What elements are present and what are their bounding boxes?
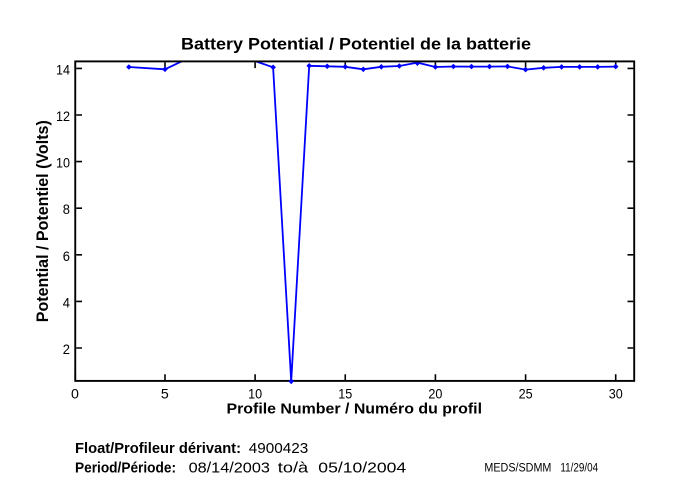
svg-text:20: 20 <box>428 386 442 402</box>
svg-text:12: 12 <box>56 109 70 125</box>
svg-text:Float/Profileur dérivant:49004: Float/Profileur dérivant: 4900423 <box>75 440 308 457</box>
svg-text:30: 30 <box>609 386 623 402</box>
svg-text:Profile Number / Numéro du pro: Profile Number / Numéro du profil <box>227 400 483 417</box>
svg-text:6: 6 <box>63 249 70 265</box>
svg-text:14: 14 <box>56 62 70 78</box>
svg-text:Potential / Potentiel (Volts): Potential / Potentiel (Volts) <box>34 120 52 322</box>
svg-text:10: 10 <box>56 156 70 172</box>
svg-text:15: 15 <box>338 386 352 402</box>
svg-text:8: 8 <box>63 202 70 218</box>
svg-text:5: 5 <box>161 386 169 402</box>
svg-text:0: 0 <box>71 386 79 402</box>
svg-text:25: 25 <box>519 386 533 402</box>
svg-text:Battery Potential / Potentiel: Battery Potential / Potentiel de la batt… <box>181 34 531 53</box>
svg-text:4: 4 <box>63 295 70 311</box>
svg-text:2: 2 <box>63 342 70 358</box>
svg-text:10: 10 <box>248 386 262 402</box>
